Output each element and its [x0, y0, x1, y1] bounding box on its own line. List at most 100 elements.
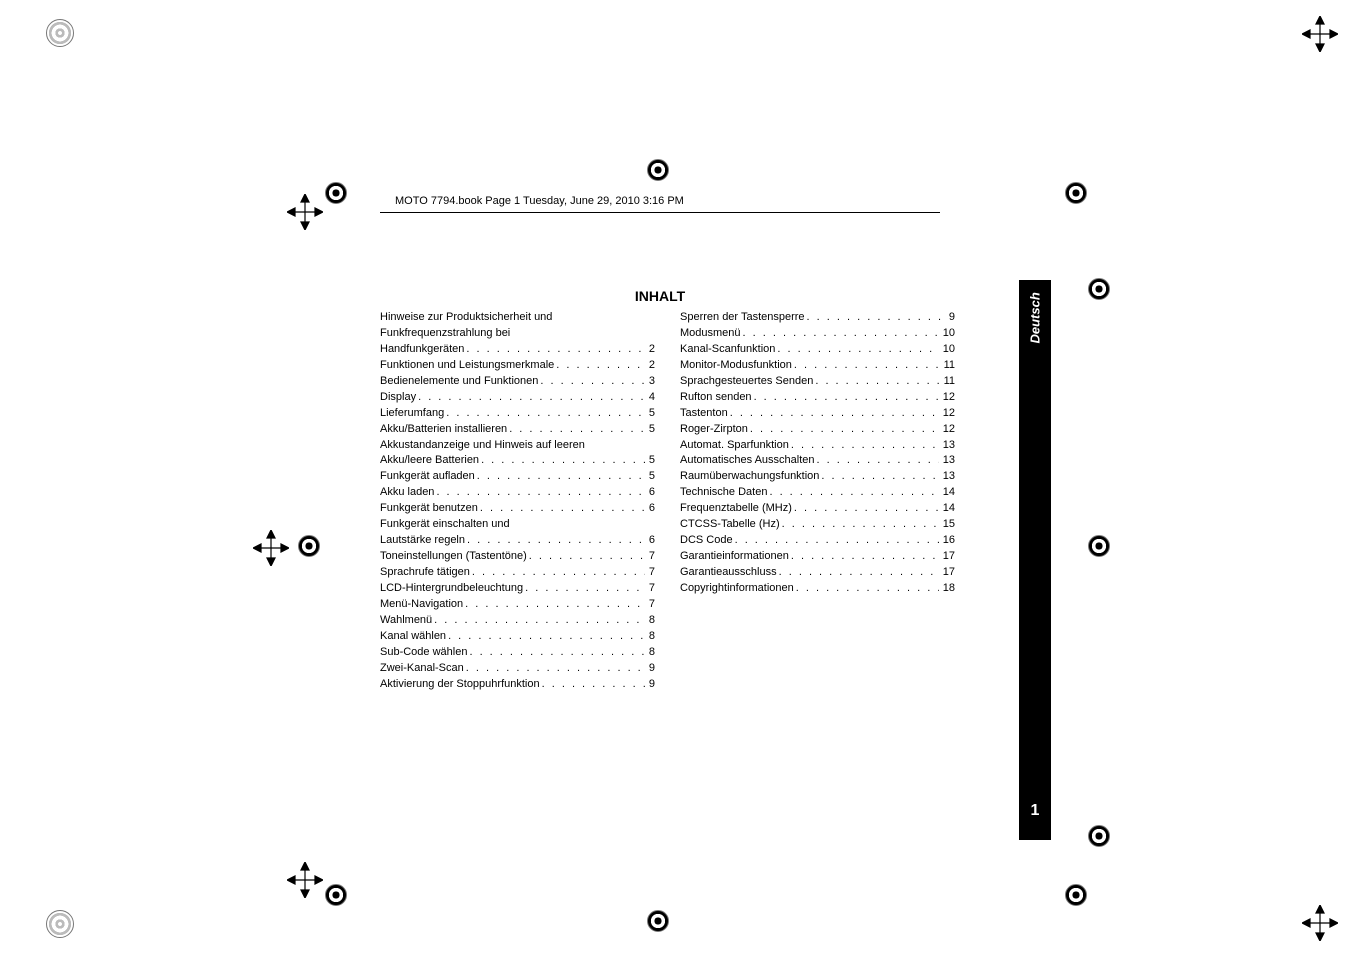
toc-leader	[554, 358, 645, 374]
cross-arrow-tr-edge	[1302, 16, 1338, 52]
toc-entry: Funkgerät einschalten und	[380, 517, 655, 533]
toc-entry: Tastenton12	[680, 406, 955, 422]
toc-entry: Lautstärke regeln 6	[380, 533, 655, 549]
toc-entry: Akku laden 6	[380, 485, 655, 501]
cross-arrow-bl	[287, 862, 323, 898]
toc-leader	[434, 485, 644, 501]
toc-label: Technische Daten	[680, 485, 767, 501]
toc-page: 16	[939, 533, 955, 549]
toc-entry: Lieferumfang5	[380, 406, 655, 422]
toc-leader	[775, 342, 938, 358]
toc-entry: Funktionen und Leistungsmerkmale 2	[380, 358, 655, 374]
toc-label: Sprachgesteuertes Senden	[680, 374, 813, 390]
toc-page: 7	[645, 597, 655, 613]
side-tab: Deutsch 1	[1019, 280, 1051, 840]
toc-label: Raumüberwachungsfunktion	[680, 469, 819, 485]
toc-leader	[733, 533, 939, 549]
toc-label: Modusmenü	[680, 326, 741, 342]
toc-entry: Automatisches Ausschalten13	[680, 453, 955, 469]
toc-leader	[728, 406, 939, 422]
toc-label: CTCSS-Tabelle (Hz)	[680, 517, 780, 533]
toc-label: Akkustandanzeige und Hinweis auf leeren	[380, 439, 585, 451]
toc-page: 6	[645, 533, 655, 549]
toc-label: Handfunkgeräten	[380, 342, 464, 358]
running-head: MOTO 7794.book Page 1 Tuesday, June 29, …	[395, 195, 684, 207]
toc-leader	[789, 549, 939, 565]
toc-leader	[767, 485, 938, 501]
toc-leader	[444, 406, 645, 422]
toc-label: Tastenton	[680, 406, 728, 422]
toc-label: Kanal-Scanfunktion	[680, 342, 775, 358]
toc-page: 7	[645, 565, 655, 581]
toc-leader	[540, 677, 645, 693]
toc-entry: Bedienelemente und Funktionen3	[380, 374, 655, 390]
toc-leader	[478, 501, 645, 517]
toc-entry: Roger-Zirpton12	[680, 422, 955, 438]
reg-target-right-top	[1065, 182, 1087, 204]
toc-label: Toneinstellungen (Tastentöne)	[380, 549, 527, 565]
toc-label: Akku/leere Batterien	[380, 453, 479, 469]
toc-page: 8	[645, 613, 655, 629]
toc-page: 7	[645, 549, 655, 565]
toc-leader	[789, 438, 939, 454]
toc-page: 11	[940, 374, 955, 390]
toc-page: 5	[645, 469, 655, 485]
toc-label: Sprachrufe tätigen	[380, 565, 470, 581]
toc-leader	[507, 422, 645, 438]
toc-leader	[470, 565, 645, 581]
toc-label: Funkfrequenzstrahlung bei	[380, 327, 510, 339]
toc-page: 6	[645, 485, 655, 501]
toc-label: Kanal wählen	[380, 629, 446, 645]
toc-label: Hinweise zur Produktsicherheit und	[380, 311, 552, 323]
toc-page: 10	[939, 342, 955, 358]
toc-entry: Automat. Sparfunktion 13	[680, 438, 955, 454]
toc-entry: LCD-Hintergrundbeleuchtung 7	[380, 581, 655, 597]
toc-leader	[475, 469, 645, 485]
toc-page: 10	[939, 326, 955, 342]
toc-label: LCD-Hintergrundbeleuchtung	[380, 581, 523, 597]
toc-leader	[479, 453, 645, 469]
toc-label: Funktionen und Leistungsmerkmale	[380, 358, 554, 374]
toc-label: Menü-Navigation	[380, 597, 463, 613]
toc-label: Display	[380, 390, 416, 406]
toc-page: 13	[939, 438, 955, 454]
toc-leader	[752, 390, 939, 406]
toc-page: 14	[939, 485, 955, 501]
toc-entry: Hinweise zur Produktsicherheit und	[380, 310, 655, 326]
toc-leader	[416, 390, 645, 406]
toc-label: Garantieausschluss	[680, 565, 777, 581]
toc-page: 8	[645, 629, 655, 645]
toc-leader	[815, 453, 939, 469]
toc-label: Lautstärke regeln	[380, 533, 465, 549]
toc-entry: Handfunkgeräten2	[380, 342, 655, 358]
toc-label: Automat. Sparfunktion	[680, 438, 789, 454]
toc-entry: Toneinstellungen (Tastentöne) 7	[380, 549, 655, 565]
toc-page: 7	[645, 581, 655, 597]
toc-label: DCS Code	[680, 533, 733, 549]
toc-page: 5	[645, 422, 655, 438]
toc-leader	[465, 533, 645, 549]
toc-page: 2	[645, 358, 655, 374]
toc-entry: Garantieinformationen17	[680, 549, 955, 565]
toc-label: Sperren der Tastensperre	[680, 310, 805, 326]
toc-page: 13	[939, 453, 955, 469]
cross-arrow-ml	[253, 530, 289, 566]
toc-entry: Display 4	[380, 390, 655, 406]
toc-leader	[792, 358, 940, 374]
toc-entry: Sprachrufe tätigen 7	[380, 565, 655, 581]
toc-leader	[432, 613, 645, 629]
toc-leader	[527, 549, 645, 565]
toc-entry: Copyrightinformationen18	[680, 581, 955, 597]
toc-label: Akku laden	[380, 485, 434, 501]
reg-target-top-mid	[647, 159, 669, 181]
toc-leader	[467, 645, 644, 661]
toc-entry: Garantieausschluss17	[680, 565, 955, 581]
toc-page: 4	[645, 390, 655, 406]
toc-label: Rufton senden	[680, 390, 752, 406]
toc-label: Garantieinformationen	[680, 549, 789, 565]
toc-label: Bedienelemente und Funktionen	[380, 374, 538, 390]
page-title: INHALT	[380, 288, 940, 304]
toc-entry: Funkgerät benutzen6	[380, 501, 655, 517]
reg-target-right-mid	[1088, 535, 1110, 557]
reg-target-bottom-left	[325, 884, 347, 906]
